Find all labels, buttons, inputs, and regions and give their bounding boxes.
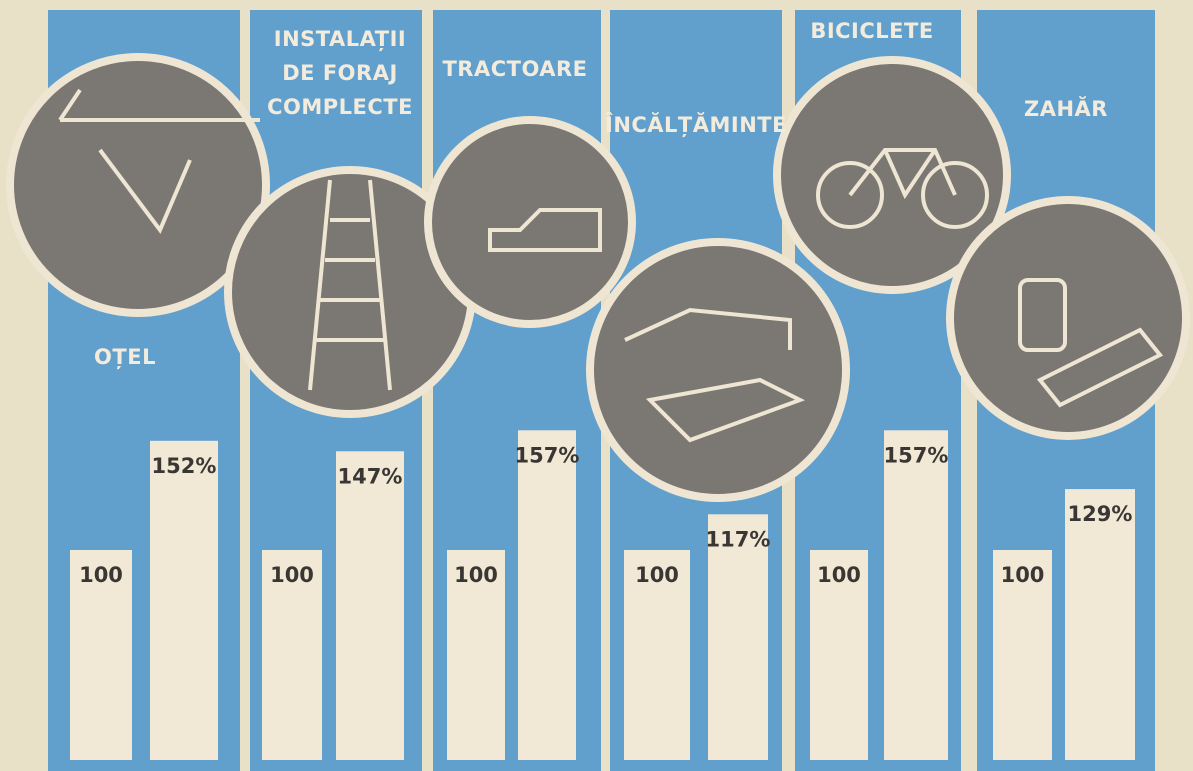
value-label: 100 (270, 563, 314, 587)
category-label: OȚEL (65, 340, 185, 374)
category-label: ZAHĂR (986, 92, 1146, 126)
bar (884, 430, 948, 760)
value-label: 100 (454, 563, 498, 587)
value-label: 100 (1001, 563, 1045, 587)
value-label: 157% (515, 443, 580, 467)
value-label: 129% (1068, 502, 1133, 526)
bar (1065, 489, 1135, 760)
value-label: 152% (152, 454, 217, 478)
illustration-shoes (590, 242, 846, 498)
value-label: 100 (635, 563, 679, 587)
value-label: 117% (706, 527, 771, 551)
value-label: 147% (338, 464, 403, 488)
category-label: ÎNCĂLȚĂMINTE (605, 108, 775, 142)
value-label: 100 (79, 563, 123, 587)
value-label: 157% (884, 443, 949, 467)
category-label: BICICLETE (792, 14, 952, 48)
category-label: TRACTOARE (435, 52, 595, 86)
bar (336, 451, 404, 760)
bar (518, 430, 576, 760)
bar (150, 441, 218, 760)
value-label: 100 (817, 563, 861, 587)
category-label: INSTALAȚII DE FORAJ COMPLECTE (260, 22, 420, 124)
poster: 100 100 100 100 100 100 152% 147% 157% 117% 157% 12… (0, 0, 1193, 771)
